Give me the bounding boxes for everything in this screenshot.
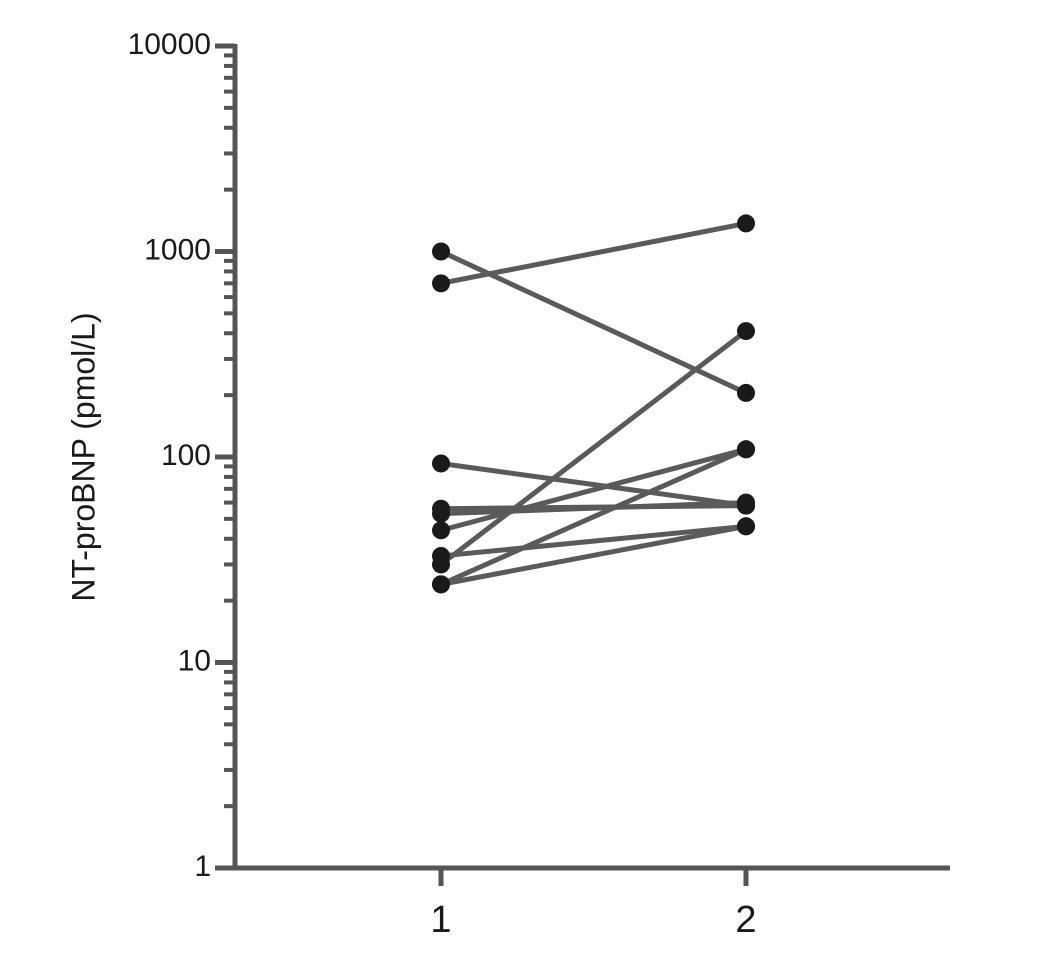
series-line (440, 446, 747, 533)
series-line (440, 461, 747, 509)
x-tick-label: 1 (430, 899, 451, 941)
series-line (440, 523, 747, 587)
point (432, 454, 450, 473)
series-line (440, 523, 747, 559)
point (737, 440, 755, 459)
point (737, 214, 755, 233)
y-tick-label: 10000 (128, 28, 211, 61)
point (432, 521, 450, 540)
series-line (440, 500, 747, 517)
point (737, 322, 755, 341)
y-axis-label: NT-proBNP (pmol/L) (65, 312, 101, 601)
point (737, 517, 755, 536)
y-tick-label: 100 (161, 439, 211, 472)
point (737, 493, 755, 512)
series-line (439, 329, 748, 567)
series-line (440, 220, 747, 286)
point (432, 504, 450, 523)
point (432, 546, 450, 565)
point (737, 383, 755, 402)
point (432, 274, 450, 293)
point (432, 575, 450, 594)
y-tick-label: 1 (194, 850, 211, 883)
x-tick-label: 2 (735, 899, 756, 941)
y-tick-label: 1000 (144, 233, 211, 266)
y-tick-label: 10 (178, 644, 211, 677)
point (432, 242, 450, 261)
series-line (439, 447, 748, 587)
